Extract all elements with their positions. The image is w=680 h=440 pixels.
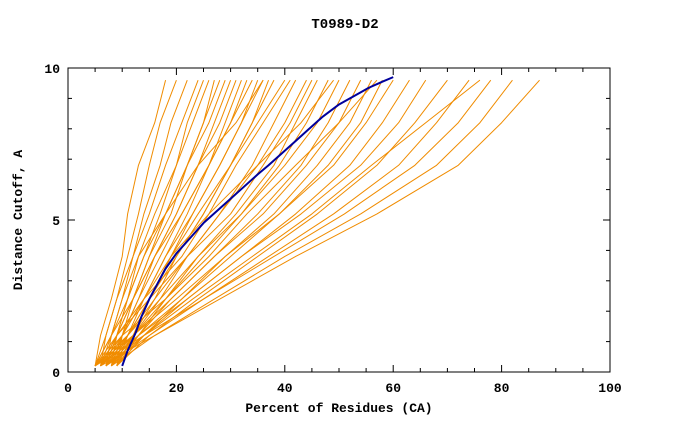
model-line (116, 79, 318, 367)
y-tick-label: 0 (52, 366, 60, 381)
model-line (94, 79, 253, 367)
model-line (105, 79, 329, 367)
model-line (116, 79, 334, 367)
model-line (116, 79, 372, 367)
model-line (94, 79, 226, 367)
model-line (111, 79, 410, 367)
model-line (94, 79, 286, 367)
model-line (100, 79, 362, 367)
y-tick-label: 10 (44, 62, 60, 77)
model-line (105, 79, 264, 367)
x-tick-label: 0 (64, 381, 72, 396)
model-line (110, 79, 291, 367)
model-line (94, 80, 167, 367)
model-line (100, 79, 307, 367)
x-axis-label: Percent of Residues (CA) (245, 401, 432, 416)
model-line (116, 79, 242, 367)
plot-area: 0 20 40 60 80 100 0 5 10 (44, 62, 622, 396)
model-line (116, 79, 448, 367)
model-line (105, 79, 383, 367)
model-line (100, 79, 210, 367)
model-line (100, 79, 313, 367)
x-tick-label: 20 (169, 381, 185, 396)
x-tick-label: 80 (494, 381, 510, 396)
model-line (94, 79, 492, 367)
model-line (94, 79, 340, 367)
x-tick-label: 60 (385, 381, 401, 396)
model-line (105, 79, 481, 367)
highlighted-model-line (121, 76, 394, 367)
model-line (94, 79, 394, 367)
model-line (105, 79, 470, 367)
model-line (100, 79, 540, 367)
x-tick-label: 40 (277, 381, 293, 396)
x-tick-label: 100 (598, 381, 622, 396)
y-axis-label: Distance Cutoff, A (11, 150, 26, 291)
model-line (100, 79, 427, 367)
chart-title: T0989-D2 (311, 17, 378, 33)
model-line (94, 79, 378, 367)
y-tick-label: 5 (52, 214, 60, 229)
model-line (110, 79, 351, 367)
model-line (94, 79, 199, 367)
model-line (100, 79, 237, 367)
